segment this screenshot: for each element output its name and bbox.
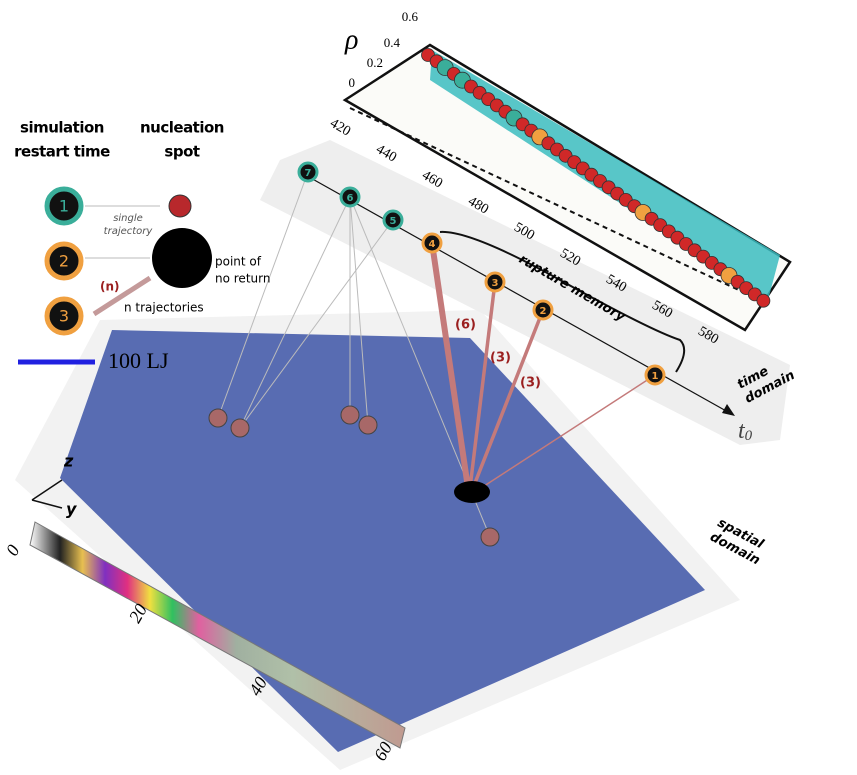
y-tick-label: 0 bbox=[349, 75, 356, 90]
axis-z: z bbox=[63, 452, 74, 471]
time-node-label: 3 bbox=[492, 278, 499, 289]
label: single bbox=[113, 213, 143, 224]
colorbar-tick: 0 bbox=[2, 541, 24, 559]
legend-title: spot bbox=[164, 143, 199, 161]
legend-title: restart time bbox=[14, 143, 110, 161]
x-tick-label: 420 bbox=[327, 116, 353, 139]
figure: ρ 0.60.40.20420440460480500520540560580 … bbox=[0, 0, 857, 771]
time-node-label: 7 bbox=[305, 168, 312, 179]
scale-label: 100 LJ bbox=[108, 348, 169, 373]
x-tick-label: 440 bbox=[373, 142, 399, 165]
count: (3) bbox=[520, 376, 541, 391]
time-node-label: 1 bbox=[652, 371, 659, 382]
legend-black bbox=[152, 228, 212, 288]
time-node-label: 5 bbox=[390, 216, 397, 227]
count: (6) bbox=[455, 318, 476, 333]
time-node-label: 2 bbox=[540, 306, 547, 317]
label: (n) bbox=[100, 280, 120, 294]
spatial-domain: spatial domain bbox=[707, 516, 769, 569]
legend-title: nucleation bbox=[140, 119, 224, 137]
legend-node-label: 3 bbox=[59, 307, 69, 326]
y-tick-label: 0.2 bbox=[367, 55, 383, 70]
axis-y: y bbox=[66, 500, 77, 519]
legend-node-label: 1 bbox=[59, 197, 69, 216]
y-tick-label: 0.6 bbox=[402, 9, 419, 24]
y-tick-label: 0.4 bbox=[384, 35, 401, 50]
label: n trajectories bbox=[124, 301, 204, 315]
label: point of bbox=[215, 255, 262, 269]
label: trajectory bbox=[104, 226, 154, 237]
legend-node-label: 2 bbox=[59, 252, 69, 271]
time-node-label: 6 bbox=[347, 193, 354, 204]
y-label: ρ bbox=[344, 24, 358, 55]
legend-title: simulation bbox=[20, 119, 104, 137]
label: no return bbox=[215, 272, 270, 286]
heatmap bbox=[50, 320, 720, 760]
time-node-label: 4 bbox=[429, 239, 436, 250]
count: (3) bbox=[490, 351, 511, 366]
legend-spot bbox=[169, 195, 191, 217]
dot bbox=[757, 294, 770, 307]
